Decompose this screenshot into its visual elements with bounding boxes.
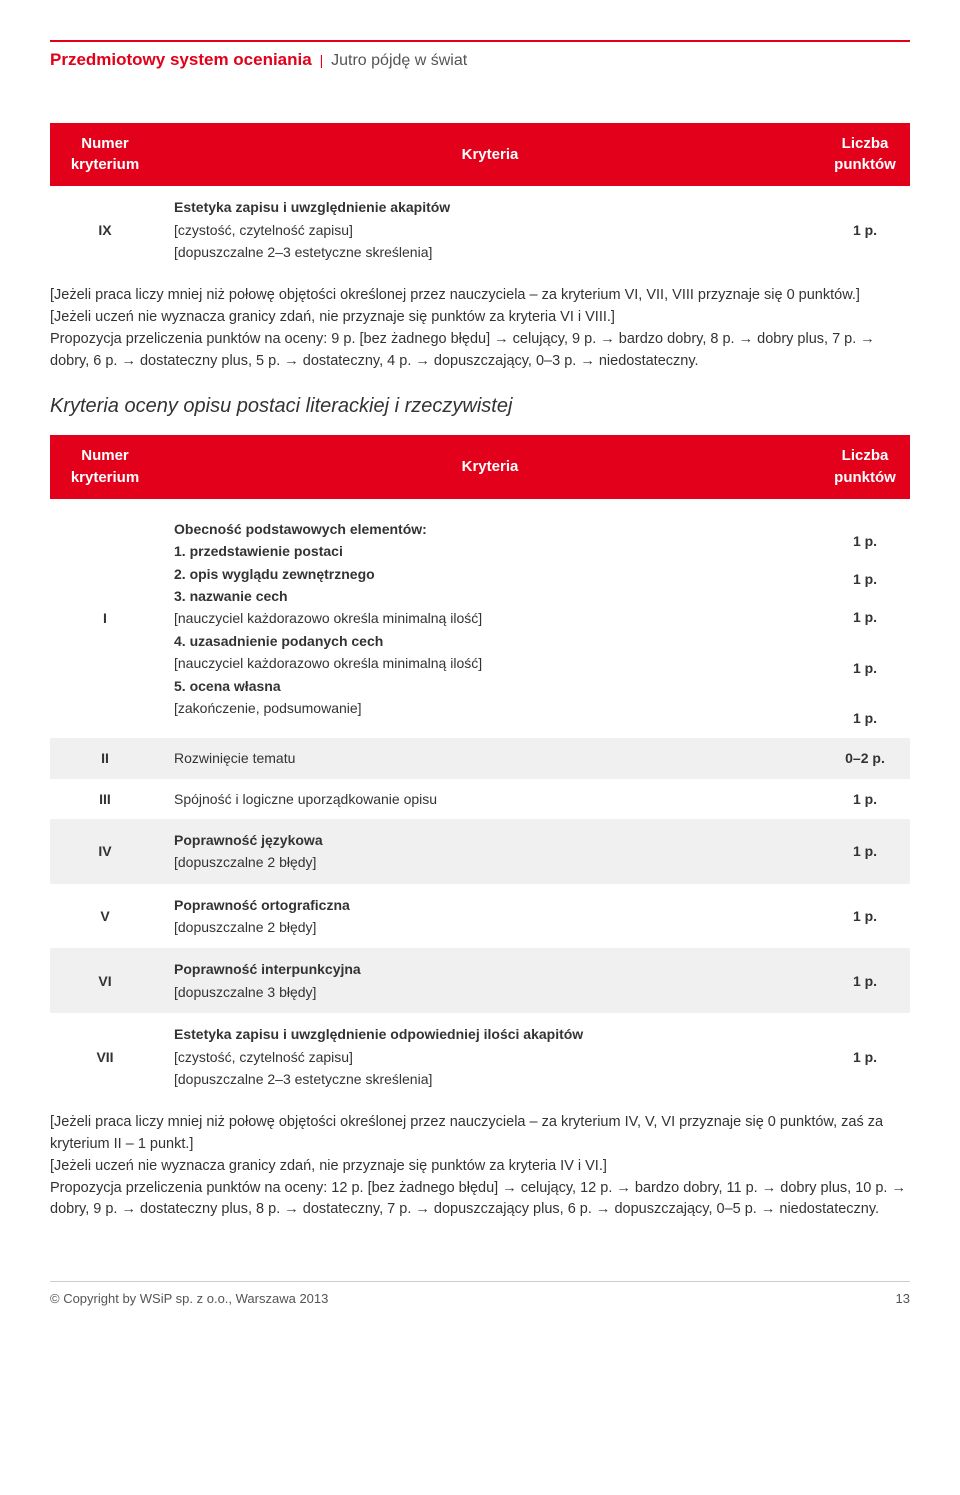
criterion-points: 1 p. (820, 1013, 910, 1100)
criterion-line: Poprawność interpunkcyjna (174, 958, 806, 980)
note-line: Propozycja przeliczenia punktów na oceny… (50, 1178, 910, 1222)
criterion-line: 1. przedstawienie postaci (174, 540, 806, 562)
criterion-number: I (50, 499, 160, 738)
table-row: V Poprawność ortograficzna [dopuszczalne… (50, 884, 910, 949)
criterion-line: Estetyka zapisu i uwzględnienie odpowied… (174, 1023, 806, 1045)
criterion-text: Poprawność interpunkcyjna [dopuszczalne … (160, 948, 820, 1013)
points-value: 1 p. (853, 607, 877, 627)
note-line: [Jeżeli uczeń nie wyznacza granicy zdań,… (50, 307, 910, 329)
criterion-line: Obecność podstawowych elementów: (174, 518, 806, 540)
criterion-text: Estetyka zapisu i uwzględnienie odpowied… (160, 1013, 820, 1100)
table-row: II Rozwinięcie tematu 0–2 p. (50, 738, 910, 778)
criterion-text: Estetyka zapisu i uwzględnienie akapitów… (160, 186, 820, 273)
criterion-line: Poprawność językowa (174, 829, 806, 851)
criterion-line: Spójność i logiczne uporządkowanie opisu (174, 791, 437, 807)
criterion-number: VII (50, 1013, 160, 1100)
table-header-row: Numer kryterium Kryteria Liczba punktów (50, 123, 910, 187)
criterion-line: [dopuszczalne 2–3 estetyczne skreślenia] (174, 1068, 806, 1090)
criterion-line: Estetyka zapisu i uwzględnienie akapitów (174, 196, 806, 218)
col-header-number: Numer kryterium (50, 123, 160, 187)
criterion-line: 3. nazwanie cech (174, 585, 806, 607)
header-main: Przedmiotowy system oceniania (50, 50, 312, 69)
criterion-text: Poprawność językowa [dopuszczalne 2 błęd… (160, 819, 820, 884)
criterion-line: [nauczyciel każdorazowo określa minimaln… (174, 652, 806, 674)
note-line: [Jeżeli praca liczy mniej niż połowę obj… (50, 1112, 910, 1156)
section-title: Kryteria oceny opisu postaci literackiej… (50, 392, 910, 421)
criterion-line: 2. opis wyglądu zewnętrznego (174, 563, 806, 585)
criterion-points: 1 p. (820, 186, 910, 273)
footer-page-number: 13 (896, 1290, 910, 1309)
criterion-line: [dopuszczalne 2–3 estetyczne skreślenia] (174, 241, 806, 263)
note-block-1: [Jeżeli praca liczy mniej niż połowę obj… (50, 285, 910, 372)
criterion-line: 4. uzasadnienie podanych cech (174, 630, 806, 652)
note-line: Propozycja przeliczenia punktów na oceny… (50, 329, 910, 373)
points-value: 1 p. (853, 658, 877, 678)
points-value: 1 p. (853, 708, 877, 728)
criterion-points: 1 p. (820, 948, 910, 1013)
col-header-criteria: Kryteria (160, 435, 820, 499)
footer-copyright: © Copyright by WSiP sp. z o.o., Warszawa… (50, 1290, 328, 1309)
criterion-line: [czystość, czytelność zapisu] (174, 1046, 806, 1068)
criterion-text: Spójność i logiczne uporządkowanie opisu (160, 779, 820, 819)
criterion-number: V (50, 884, 160, 949)
col-header-points: Liczba punktów (820, 435, 910, 499)
table-row: IX Estetyka zapisu i uwzględnienie akapi… (50, 186, 910, 273)
criterion-line: [dopuszczalne 3 błędy] (174, 981, 806, 1003)
points-value: 1 p. (853, 569, 877, 589)
note-block-2: [Jeżeli praca liczy mniej niż połowę obj… (50, 1112, 910, 1221)
criterion-line: Rozwinięcie tematu (174, 750, 295, 766)
col-header-points: Liczba punktów (820, 123, 910, 187)
page-header: Przedmiotowy system oceniania | Jutro pó… (50, 40, 910, 73)
criterion-line: Poprawność ortograficzna (174, 894, 806, 916)
criterion-number: II (50, 738, 160, 778)
criterion-line: [dopuszczalne 2 błędy] (174, 851, 806, 873)
criterion-line: [czystość, czytelność zapisu] (174, 219, 806, 241)
criteria-table-1: Numer kryterium Kryteria Liczba punktów … (50, 123, 910, 274)
points-value: 1 p. (853, 531, 877, 551)
col-header-number: Numer kryterium (50, 435, 160, 499)
page-footer: © Copyright by WSiP sp. z o.o., Warszawa… (50, 1281, 910, 1309)
criterion-points: 1 p. 1 p. 1 p. 1 p. 1 p. (820, 499, 910, 738)
table-row: I Obecność podstawowych elementów: 1. pr… (50, 499, 910, 738)
criterion-text: Rozwinięcie tematu (160, 738, 820, 778)
criterion-number: III (50, 779, 160, 819)
table-row: VI Poprawność interpunkcyjna [dopuszczal… (50, 948, 910, 1013)
criteria-table-2: Numer kryterium Kryteria Liczba punktów … (50, 435, 910, 1100)
table-row: III Spójność i logiczne uporządkowanie o… (50, 779, 910, 819)
criterion-line: 5. ocena własna (174, 675, 806, 697)
table-row: IV Poprawność językowa [dopuszczalne 2 b… (50, 819, 910, 884)
criterion-points: 1 p. (820, 884, 910, 949)
note-line: [Jeżeli praca liczy mniej niż połowę obj… (50, 285, 910, 307)
criterion-number: VI (50, 948, 160, 1013)
header-separator: | (320, 52, 324, 68)
criterion-points: 1 p. (820, 779, 910, 819)
note-line: [Jeżeli uczeń nie wyznacza granicy zdań,… (50, 1156, 910, 1178)
criterion-points: 1 p. (820, 819, 910, 884)
table-row: VII Estetyka zapisu i uwzględnienie odpo… (50, 1013, 910, 1100)
header-sub: Jutro pójdę w świat (331, 52, 467, 69)
table-header-row: Numer kryterium Kryteria Liczba punktów (50, 435, 910, 499)
criterion-text: Poprawność ortograficzna [dopuszczalne 2… (160, 884, 820, 949)
criterion-number: IX (50, 186, 160, 273)
criterion-line: [zakończenie, podsumowanie] (174, 697, 806, 719)
col-header-criteria: Kryteria (160, 123, 820, 187)
criterion-line: [nauczyciel każdorazowo określa minimaln… (174, 607, 806, 629)
criterion-points: 0–2 p. (820, 738, 910, 778)
criterion-text: Obecność podstawowych elementów: 1. prze… (160, 499, 820, 738)
criterion-line: [dopuszczalne 2 błędy] (174, 916, 806, 938)
criterion-number: IV (50, 819, 160, 884)
